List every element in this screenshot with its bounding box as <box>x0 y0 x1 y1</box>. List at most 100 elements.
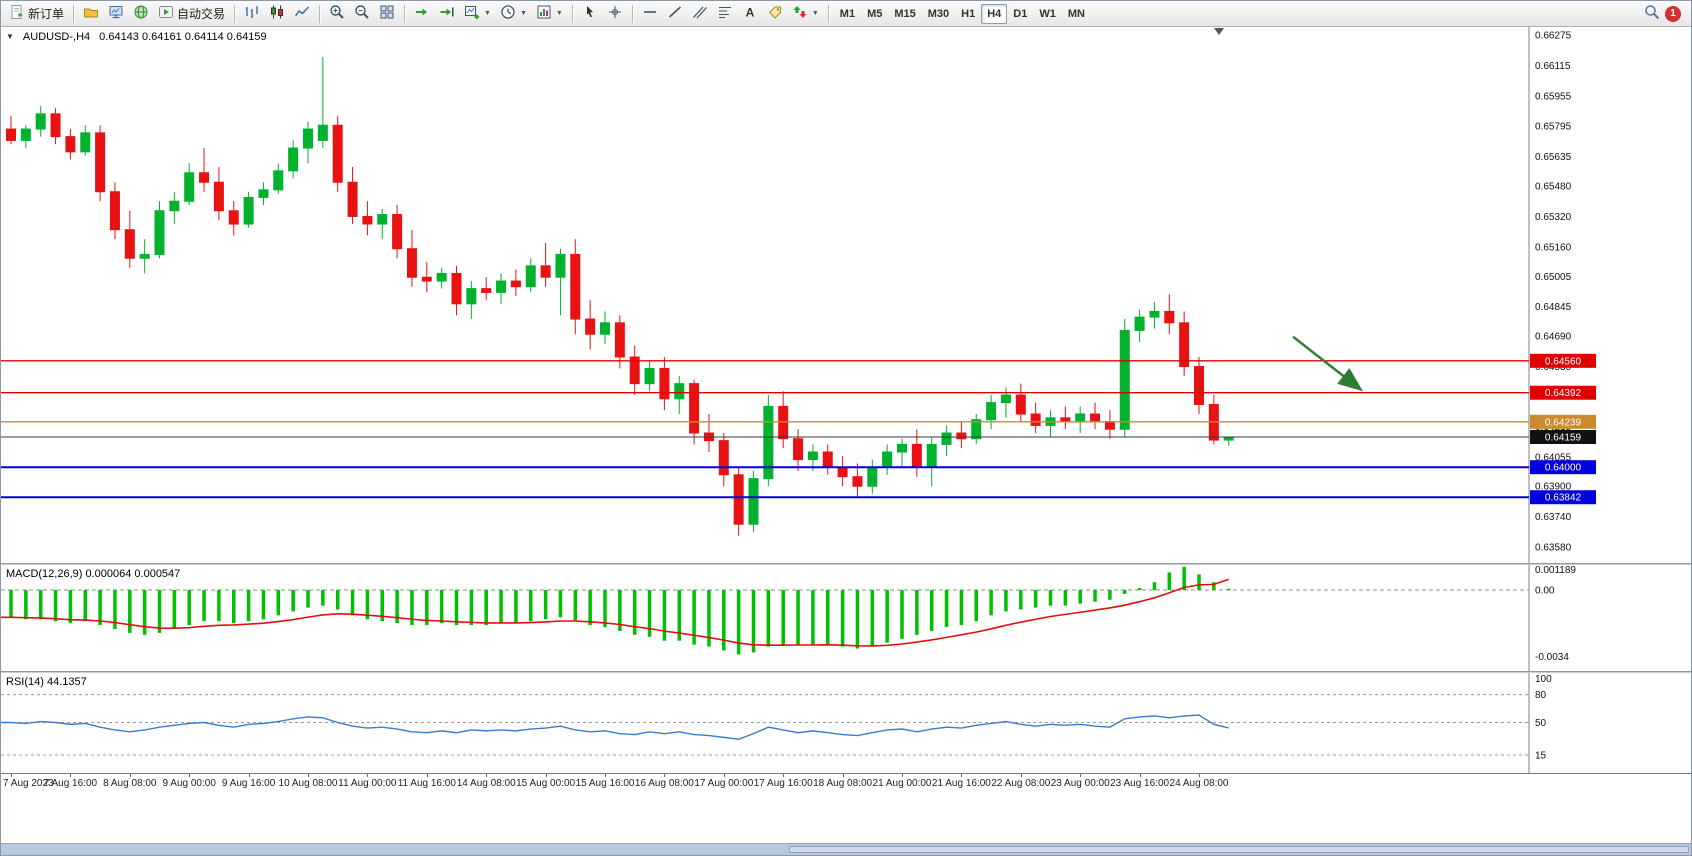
svg-text:0.63580: 0.63580 <box>1535 543 1572 554</box>
templates-button[interactable]: ▼ <box>532 3 567 25</box>
svg-text:0.64690: 0.64690 <box>1535 332 1572 343</box>
timeframe-group: M1 M5 M15 M30 H1 H4 D1 W1 MN <box>834 3 1091 24</box>
svg-text:100: 100 <box>1535 674 1552 685</box>
channel-icon <box>692 4 708 23</box>
time-label: 23 Aug 00:00 <box>1050 778 1110 789</box>
time-label: 7 Aug 16:00 <box>43 778 98 789</box>
new-chart-button[interactable]: ▼ <box>460 3 495 25</box>
timeframe-button-m15[interactable]: M15 <box>888 4 921 24</box>
horizontal-scrollbar[interactable] <box>1 843 1691 855</box>
auto-scroll-button[interactable] <box>410 3 434 25</box>
zoom-in-icon <box>329 4 345 23</box>
clock-icon <box>500 4 516 23</box>
time-axis[interactable]: 7 Aug 2023 7 Aug 16:00 8 Aug 08:00 9 Aug 00… <box>1 773 1691 791</box>
bar-chart-icon <box>244 4 260 23</box>
rsi-panel: 100 80 50 15 RSI(14) 44.1357 <box>1 673 1691 773</box>
svg-text:-0.0034: -0.0034 <box>1535 652 1569 663</box>
time-label: 11 Aug 00:00 <box>338 778 397 789</box>
new-order-button[interactable]: 新订单 <box>5 3 68 25</box>
market-watch-icon <box>108 4 124 23</box>
macd-canvas[interactable]: 0.001189 0.00 -0.0034 <box>1 565 1691 671</box>
text-tool-button[interactable]: A <box>738 3 762 25</box>
timeframe-button-d1[interactable]: D1 <box>1007 4 1033 24</box>
navigator-button[interactable] <box>129 3 153 25</box>
svg-text:0.64392: 0.64392 <box>1545 388 1582 399</box>
time-label: 21 Aug 00:00 <box>872 778 932 789</box>
svg-text:0.65480: 0.65480 <box>1535 182 1572 193</box>
channel-tool-button[interactable] <box>688 3 712 25</box>
macd-panel: 0.001189 0.00 -0.0034 MACD(12,26,9) 0.0000… <box>1 565 1691 671</box>
auto-trading-button[interactable]: 自动交易 <box>154 3 229 25</box>
candlestick-chart-button[interactable] <box>265 3 289 25</box>
toolbar-separator <box>234 4 236 23</box>
svg-text:50: 50 <box>1535 718 1547 729</box>
label-tag-icon <box>767 4 783 23</box>
fibonacci-tool-button[interactable] <box>713 3 737 25</box>
bar-chart-button[interactable] <box>240 3 264 25</box>
candlestick-chart-icon <box>269 4 285 23</box>
toolbar-separator <box>73 4 75 23</box>
panel-splitter[interactable] <box>1 563 1691 565</box>
toolbar-separator <box>827 4 829 23</box>
svg-text:0.64560: 0.64560 <box>1545 356 1582 367</box>
time-label: 9 Aug 16:00 <box>221 778 276 789</box>
svg-text:0.63900: 0.63900 <box>1535 482 1572 493</box>
label-tool-button[interactable] <box>763 3 787 25</box>
notifications-badge[interactable]: 1 <box>1665 5 1681 22</box>
time-label: 10 Aug 08:00 <box>278 778 338 789</box>
time-label: 9 Aug 00:00 <box>162 778 216 789</box>
svg-text:0.65955: 0.65955 <box>1535 91 1572 102</box>
chart-shift-button[interactable] <box>435 3 459 25</box>
trendline-tool-button[interactable] <box>663 3 687 25</box>
price-chart-canvas[interactable]: 0.66275 0.66115 0.65955 0.65795 0.65635 0.654… <box>1 27 1691 563</box>
timeframe-button-mn[interactable]: MN <box>1062 4 1091 24</box>
line-chart-button[interactable] <box>290 3 314 25</box>
timeframe-button-h1[interactable]: H1 <box>955 4 981 24</box>
cursor-icon <box>582 4 598 23</box>
scrollbar-thumb[interactable] <box>789 846 1689 853</box>
period-selector-button[interactable]: ▼ <box>496 3 531 25</box>
globe-icon <box>133 4 149 23</box>
svg-text:0.64845: 0.64845 <box>1535 302 1572 313</box>
panel-splitter[interactable] <box>1 671 1691 673</box>
svg-text:0.63842: 0.63842 <box>1545 493 1582 504</box>
time-label: 11 Aug 16:00 <box>397 778 456 789</box>
cursor-tool-button[interactable] <box>578 3 602 25</box>
chevron-down-icon: ▼ <box>519 10 527 17</box>
one-click-trading-toggle[interactable]: ▼ <box>6 32 14 41</box>
horizontal-line-icon <box>642 4 658 23</box>
zoom-out-button[interactable] <box>350 3 374 25</box>
tile-windows-button[interactable] <box>375 3 399 25</box>
crosshair-tool-button[interactable] <box>603 3 627 25</box>
svg-text:80: 80 <box>1535 690 1547 701</box>
svg-text:0.65005: 0.65005 <box>1535 272 1572 283</box>
svg-text:0.66115: 0.66115 <box>1535 61 1571 72</box>
tile-windows-icon <box>379 4 395 23</box>
toolbar: 新订单 自动交易 <box>1 1 1691 27</box>
crosshair-icon <box>607 4 623 23</box>
time-label: 23 Aug 16:00 <box>1110 778 1170 789</box>
time-label: 16 Aug 08:00 <box>634 778 694 789</box>
svg-text:15: 15 <box>1535 751 1547 762</box>
timeframe-button-m1[interactable]: M1 <box>834 4 861 24</box>
chart-symbol-period: AUDUSD-,H4 <box>22 31 91 43</box>
search-button[interactable] <box>1640 3 1664 25</box>
timeframe-button-w1[interactable]: W1 <box>1033 4 1062 24</box>
time-label: 17 Aug 00:00 <box>694 778 754 789</box>
timeframe-button-m5[interactable]: M5 <box>861 4 888 24</box>
rsi-canvas[interactable]: 100 80 50 15 <box>1 673 1691 773</box>
shapes-tool-button[interactable]: ▼ <box>788 3 823 25</box>
svg-text:A: A <box>746 6 755 20</box>
time-label: 15 Aug 00:00 <box>516 778 576 789</box>
timeframe-button-h4[interactable]: H4 <box>981 3 1008 24</box>
search-icon <box>1644 4 1660 23</box>
zoom-in-button[interactable] <box>325 3 349 25</box>
profiles-button[interactable] <box>79 3 103 25</box>
horizontal-line-tool-button[interactable] <box>638 3 662 25</box>
timeframe-button-m30[interactable]: M30 <box>922 4 955 24</box>
svg-text:0.65635: 0.65635 <box>1535 152 1572 163</box>
chart-ohlc-values: 0.64143 0.64161 0.64114 0.64159 <box>99 31 267 43</box>
line-chart-icon <box>294 4 310 23</box>
market-watch-button[interactable] <box>104 3 128 25</box>
auto-trading-icon <box>158 4 174 23</box>
